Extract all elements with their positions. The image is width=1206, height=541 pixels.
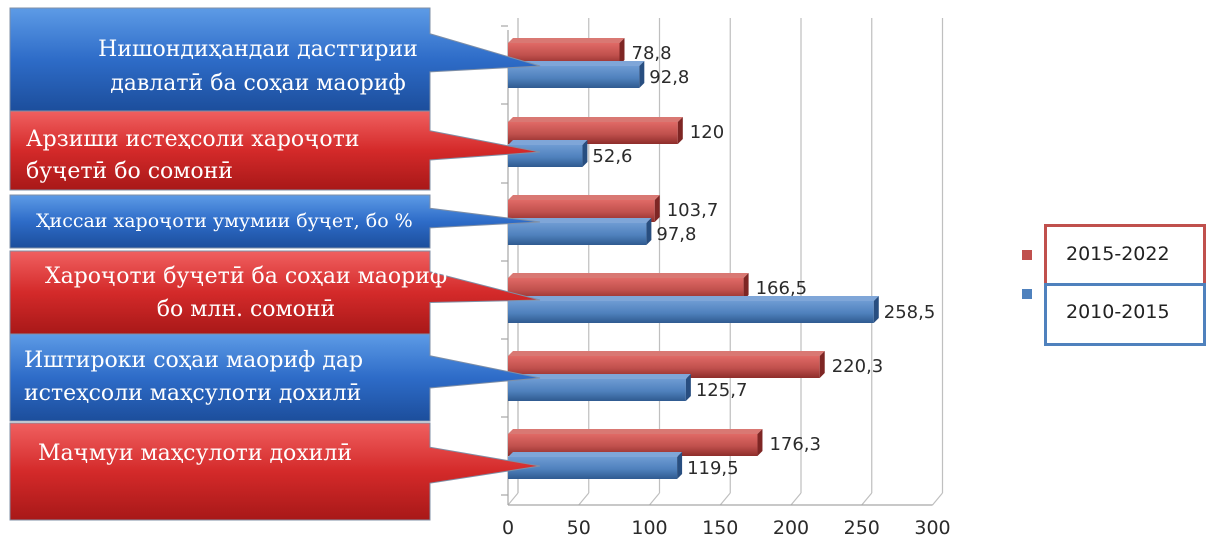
floor-gridline bbox=[719, 492, 731, 506]
x-tick-label: 100 bbox=[631, 517, 667, 539]
floor-gridline bbox=[861, 492, 873, 506]
category-label: Нишондиҳандаи дастгирии bbox=[98, 37, 418, 62]
data-label-2010-2015: 119,5 bbox=[687, 458, 739, 479]
floor-gridline bbox=[507, 492, 519, 506]
data-labels: 78,8 92,8 120 52,6 103,7 97,8 166,5 258,5 220,3 1… bbox=[592, 43, 935, 479]
x-tick-label: 250 bbox=[844, 517, 880, 539]
bar-2015-2022 bbox=[508, 351, 825, 378]
data-label-2010-2015: 92,8 bbox=[649, 67, 689, 88]
legend-label-2015-2022: 2015-2022 bbox=[1066, 243, 1170, 265]
bar-2015-2022 bbox=[508, 38, 625, 65]
category-label: Хароҷоти буҷетӣ ба соҳаи маориф bbox=[45, 264, 447, 289]
data-label-2015-2022: 176,3 bbox=[769, 434, 821, 455]
x-axis-ticks: 0 50 100 150 200 250 300 bbox=[502, 517, 951, 539]
x-tick-label: 50 bbox=[567, 517, 591, 539]
data-label-2010-2015: 97,8 bbox=[656, 224, 696, 245]
category-label: давлатӣ ба соҳаи маориф bbox=[110, 71, 406, 96]
category-callout: Ҳиссаи хароҷоти умумии буҷет, бо % bbox=[9, 194, 541, 249]
bars bbox=[508, 38, 879, 479]
floor-gridline bbox=[649, 492, 660, 506]
legend-box-2010-2015 bbox=[1044, 283, 1206, 346]
legend-swatch-2015-2022 bbox=[1022, 250, 1032, 260]
category-label: бо млн. сомонӣ bbox=[157, 297, 335, 322]
bar-2010-2015 bbox=[508, 452, 683, 479]
floor-gridline bbox=[932, 492, 943, 506]
category-label: буҷетӣ бо сомонӣ bbox=[26, 159, 233, 184]
data-label-2010-2015: 258,5 bbox=[884, 302, 936, 323]
data-label-2015-2022: 103,7 bbox=[667, 200, 719, 221]
bar-2010-2015 bbox=[508, 218, 652, 245]
data-label-2015-2022: 120 bbox=[690, 122, 724, 143]
category-callout: Иштироки соҳаи маориф дар истеҳсоли маҳсу… bbox=[9, 333, 541, 422]
data-label-2010-2015: 125,7 bbox=[696, 380, 748, 401]
data-label-2015-2022: 78,8 bbox=[632, 43, 672, 64]
category-callout: Хароҷоти буҷетӣ ба соҳаи маориф бо млн. с… bbox=[9, 250, 541, 335]
category-label: Арзиши истеҳсоли хароҷоти bbox=[26, 127, 359, 152]
category-callout: Маҷмуи маҳсулоти дохилӣ bbox=[9, 422, 541, 521]
data-label-2015-2022: 220,3 bbox=[832, 356, 884, 377]
floor-gridline bbox=[790, 492, 802, 506]
category-label: Ҳиссаи хароҷоти умумии буҷет, бо % bbox=[36, 210, 413, 232]
bar-2015-2022 bbox=[508, 195, 660, 222]
bar-2010-2015 bbox=[508, 374, 691, 401]
x-tick-label: 200 bbox=[773, 517, 809, 539]
category-label: истеҳсоли маҳсулоти дохилӣ bbox=[24, 381, 361, 406]
category-label: Иштироки соҳаи маориф дар bbox=[24, 348, 363, 373]
category-label: Маҷмуи маҳсулоти дохилӣ bbox=[38, 441, 352, 466]
floor-gridline bbox=[578, 492, 590, 506]
bar-2015-2022 bbox=[508, 117, 683, 144]
bar-2015-2022 bbox=[508, 273, 749, 300]
legend-box-2015-2022 bbox=[1044, 224, 1206, 287]
category-callouts: Нишондиҳандаи дастгирии давлатӣ ба соҳаи … bbox=[9, 7, 541, 521]
data-label-2010-2015: 52,6 bbox=[592, 146, 632, 167]
category-callout: Нишондиҳандаи дастгирии давлатӣ ба соҳаи … bbox=[9, 7, 541, 112]
x-tick-label: 150 bbox=[702, 517, 738, 539]
x-tick-label: 0 bbox=[502, 517, 514, 539]
plot-grid bbox=[501, 18, 944, 506]
category-callout: Арзиши истеҳсоли хароҷоти буҷетӣ бо сомон… bbox=[9, 110, 541, 191]
bar-2015-2022 bbox=[508, 429, 763, 456]
bar-2010-2015 bbox=[508, 296, 879, 323]
bar-2010-2015 bbox=[508, 61, 645, 88]
x-tick-label: 300 bbox=[914, 517, 950, 539]
data-label-2015-2022: 166,5 bbox=[756, 278, 808, 299]
legend-label-2010-2015: 2010-2015 bbox=[1066, 301, 1170, 323]
legend-swatch-2010-2015 bbox=[1022, 289, 1032, 299]
